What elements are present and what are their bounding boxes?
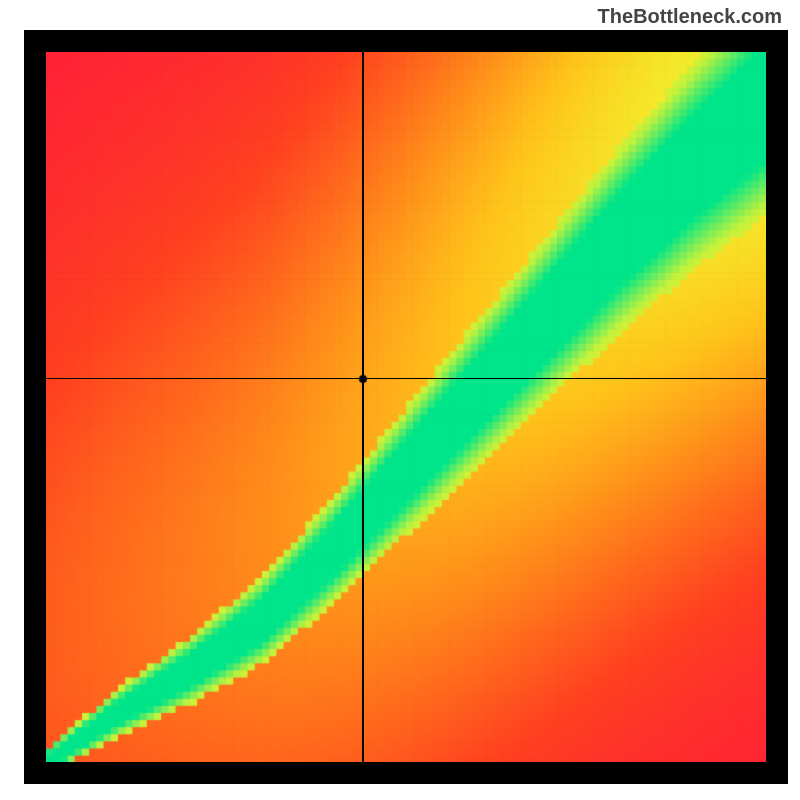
crosshair-marker [355,371,371,387]
heatmap-canvas [46,52,766,762]
crosshair-vertical-line [362,52,364,762]
watermark-text: TheBottleneck.com [598,6,782,29]
crosshair-horizontal-line [46,378,766,380]
